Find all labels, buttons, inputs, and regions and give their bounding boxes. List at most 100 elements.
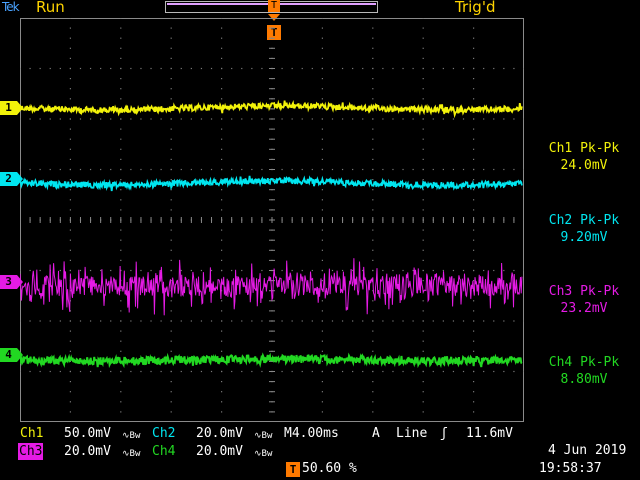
graticule-dot bbox=[362, 118, 364, 120]
measurement-ch3[interactable]: Ch3 Pk-Pk 23.2mV bbox=[528, 283, 640, 317]
graticule-dot bbox=[473, 330, 475, 332]
graticule-dot bbox=[221, 98, 223, 100]
ch1-scale-readout[interactable]: Ch1 50.0mV ∿Bw bbox=[18, 425, 150, 442]
graticule-dot bbox=[120, 138, 122, 140]
measurement-ch1[interactable]: Ch1 Pk-Pk 24.0mV bbox=[528, 140, 640, 174]
graticule-dot bbox=[69, 370, 71, 373]
graticule-dot bbox=[372, 27, 374, 29]
graticule-dot bbox=[69, 118, 71, 120]
graticule-dot bbox=[69, 179, 71, 181]
graticule-dot bbox=[473, 229, 475, 231]
graticule-dot bbox=[69, 249, 71, 251]
graticule-grid bbox=[20, 18, 524, 413]
measurement-ch1-value: 24.0mV bbox=[560, 158, 608, 173]
graticule-dot bbox=[130, 168, 132, 171]
graticule-dot bbox=[321, 401, 323, 403]
graticule-dot bbox=[493, 118, 495, 120]
graticule-dot bbox=[180, 269, 182, 272]
graticule-dot bbox=[422, 158, 424, 160]
graticule-dot bbox=[140, 168, 142, 171]
graticule-dot bbox=[452, 320, 455, 322]
channel-2-trace bbox=[20, 175, 523, 192]
graticule-dot bbox=[69, 229, 71, 231]
graticule-dot bbox=[120, 189, 122, 191]
measurement-ch2[interactable]: Ch2 Pk-Pk 9.20mV bbox=[528, 212, 640, 246]
graticule-dot bbox=[352, 168, 354, 171]
graticule-dot bbox=[221, 189, 223, 191]
graticule-dot bbox=[462, 67, 465, 70]
graticule-dot bbox=[130, 320, 132, 322]
graticule-dot bbox=[372, 148, 374, 150]
graticule-dot bbox=[170, 269, 172, 272]
graticule-dot bbox=[170, 330, 172, 332]
graticule-dot bbox=[29, 168, 31, 171]
graticule-dot bbox=[493, 370, 495, 373]
graticule-dot bbox=[352, 67, 354, 70]
graticule-dot bbox=[170, 320, 172, 322]
graticule-dot bbox=[190, 320, 192, 322]
ch4-scale-readout[interactable]: Ch4 20.0mV ∿Bw bbox=[152, 443, 284, 460]
graticule-dot bbox=[362, 370, 364, 373]
graticule-dot bbox=[382, 67, 384, 70]
graticule-dot bbox=[251, 320, 253, 322]
trigger-source[interactable]: Line bbox=[396, 426, 428, 441]
graticule-dot bbox=[321, 18, 323, 19]
graticule-dot bbox=[120, 340, 122, 342]
timebase[interactable]: M4.00ms bbox=[284, 426, 339, 441]
trigger-position-percent[interactable]: 50.60 % bbox=[302, 461, 357, 476]
graticule-dot bbox=[412, 168, 414, 171]
time-readout: 19:58:37 bbox=[539, 461, 602, 476]
channel-3-marker[interactable]: 3 bbox=[0, 275, 23, 289]
trigger-level[interactable]: 11.6mV bbox=[466, 426, 513, 441]
graticule-dot bbox=[170, 47, 172, 49]
graticule-dot bbox=[331, 320, 334, 322]
graticule-dot bbox=[180, 118, 182, 120]
graticule-dot bbox=[29, 320, 31, 322]
graticule-dot bbox=[231, 67, 233, 70]
graticule-dot bbox=[382, 269, 384, 272]
graticule-dot bbox=[341, 67, 344, 70]
ch3-scale-readout[interactable]: Ch3 20.0mV ∿Bw bbox=[18, 443, 150, 460]
graticule-dot bbox=[221, 209, 223, 211]
graticule-dot bbox=[221, 330, 223, 332]
ch2-label: Ch2 bbox=[152, 426, 176, 441]
graticule-dot bbox=[170, 401, 172, 403]
channel-1-marker[interactable]: 1 bbox=[0, 101, 23, 115]
measurement-ch4[interactable]: Ch4 Pk-Pk 8.80mV bbox=[528, 354, 640, 388]
graticule-dot bbox=[120, 78, 122, 80]
graticule-dot bbox=[321, 259, 323, 261]
ch2-scale-readout[interactable]: Ch2 20.0mV ∿Bw bbox=[152, 425, 284, 442]
graticule-dot bbox=[251, 168, 253, 171]
graticule-dot bbox=[291, 118, 293, 120]
graticule-dot bbox=[170, 37, 172, 39]
ch3-scale: 20.0mV bbox=[64, 444, 111, 459]
graticule-dot bbox=[190, 269, 192, 272]
graticule-dot bbox=[422, 280, 424, 282]
channel-4-marker[interactable]: 4 bbox=[0, 348, 23, 362]
graticule-dot bbox=[29, 67, 31, 70]
graticule-dot bbox=[241, 168, 243, 171]
graticule-dot bbox=[120, 209, 122, 211]
graticule-dot bbox=[79, 320, 82, 322]
graticule-dot bbox=[261, 269, 263, 272]
graticule-dot bbox=[321, 88, 323, 90]
acquisition-state: Run bbox=[36, 0, 65, 16]
graticule-dot bbox=[372, 300, 374, 302]
graticule-dot bbox=[352, 320, 354, 322]
graticule-dot bbox=[69, 67, 71, 70]
graticule-dot bbox=[221, 239, 223, 241]
graticule-dot bbox=[382, 320, 384, 322]
graticule-dot bbox=[473, 391, 475, 393]
graticule-dot bbox=[221, 381, 223, 383]
graticule-dot bbox=[170, 199, 172, 201]
graticule-dot bbox=[69, 27, 71, 29]
graticule-dot bbox=[523, 67, 524, 70]
graticule-dot bbox=[422, 189, 424, 191]
measurement-ch2-label: Ch2 Pk-Pk bbox=[548, 213, 620, 228]
graticule-dot bbox=[69, 239, 71, 241]
graticule-dot bbox=[372, 259, 374, 261]
graticule-dot bbox=[422, 239, 424, 241]
measurement-ch4-label: Ch4 Pk-Pk bbox=[548, 355, 620, 370]
graticule-dot bbox=[210, 118, 213, 120]
channel-2-marker[interactable]: 2 bbox=[0, 172, 23, 186]
